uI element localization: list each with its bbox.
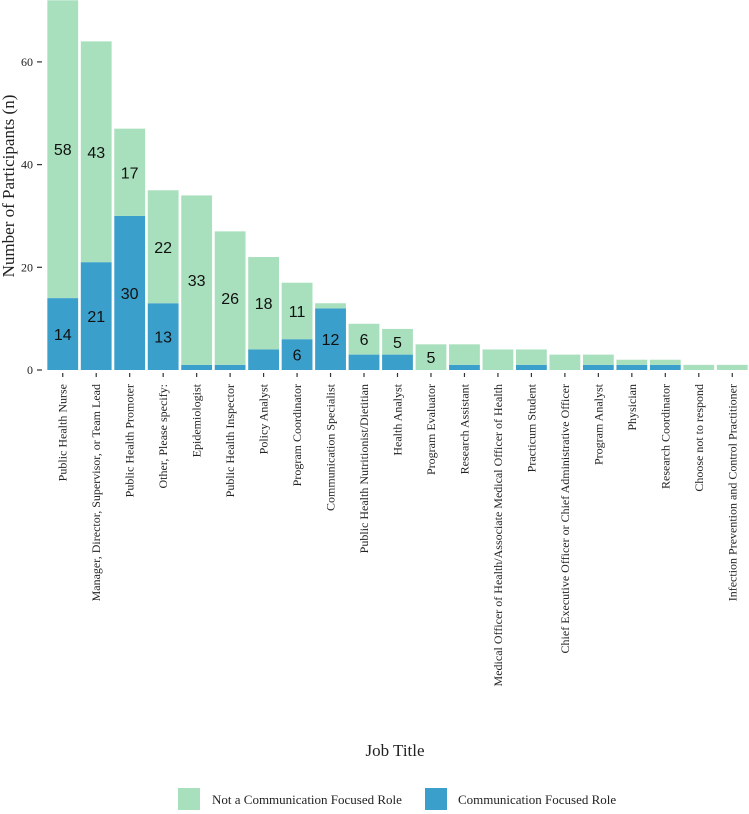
- x-tick-label: Public Health Nutritionist/Dietitian: [357, 384, 371, 553]
- bar-not-communication: [382, 328, 413, 355]
- bar-not-communication: [181, 195, 213, 365]
- y-axis-title: Number of Participants (n): [0, 95, 18, 278]
- bar-label-communication: 14: [54, 327, 72, 344]
- bar-label-not-communication: 33: [188, 273, 206, 290]
- bar-label-not-communication: 43: [87, 145, 105, 162]
- bar-label-not-communication: 26: [221, 291, 239, 308]
- x-tick-label: Medical Officer of Health/Associate Medi…: [491, 384, 505, 686]
- bar-label-not-communication: 58: [54, 142, 72, 159]
- bar-not-communication: [582, 354, 614, 365]
- bar-communication: [449, 364, 480, 370]
- x-axis: Public Health Nurse Manager, Director, Su…: [56, 373, 739, 686]
- bar-communication: [214, 364, 246, 370]
- bar-label-not-communication: 6: [360, 332, 369, 349]
- bar-not-communication: [649, 359, 681, 365]
- bar-not-communication: [315, 303, 346, 309]
- bar-not-communication: [716, 364, 748, 370]
- x-tick-label: Other, Please specify:: [156, 384, 170, 488]
- bar-not-communication: [114, 128, 146, 216]
- x-tick-label: Research Assistant: [457, 383, 471, 474]
- y-tick-label: 60: [21, 55, 33, 69]
- legend-swatch-not-communication: [178, 788, 200, 810]
- y-tick-label: 40: [21, 158, 33, 172]
- x-tick-label: Communication Specialist: [324, 383, 338, 511]
- legend-swatch-communication: [425, 788, 447, 810]
- bar-not-communication: [214, 231, 246, 365]
- bar-communication: [616, 364, 648, 370]
- x-tick-label: Practicum Student: [524, 383, 538, 472]
- bar-communication: [281, 339, 313, 370]
- bar-label-not-communication: 17: [121, 165, 139, 182]
- bar-not-communication: [449, 344, 480, 365]
- bar-label-not-communication: 22: [154, 240, 172, 257]
- legend-label-not-communication: Not a Communication Focused Role: [212, 792, 402, 807]
- legend-label-communication: Communication Focused Role: [458, 792, 616, 807]
- x-tick-label: Program Coordinator: [290, 384, 304, 486]
- bar-not-communication: [248, 257, 279, 350]
- y-tick-label: 20: [21, 260, 33, 274]
- x-tick-label: Physician: [625, 384, 639, 431]
- x-tick-label: Program Evaluator: [424, 384, 438, 475]
- bar-not-communication: [616, 359, 648, 365]
- x-tick-label: Infection Prevention and Control Practit…: [725, 384, 739, 601]
- x-tick-label: Choose not to respond: [692, 384, 706, 492]
- x-tick-label: Program Analyst: [591, 383, 605, 465]
- x-tick-label: Research Coordinator: [658, 384, 672, 489]
- y-axis: 0 20 40 60: [21, 55, 42, 377]
- bar-label-communication: 12: [322, 332, 340, 349]
- bar-not-communication: [348, 323, 380, 355]
- bar-communication: [315, 308, 346, 370]
- x-axis-title: Job Title: [365, 741, 424, 760]
- bar-label-communication: 13: [154, 330, 172, 347]
- bar-not-communication: [147, 190, 179, 304]
- bar-communication: [80, 262, 112, 370]
- bar-communication: [248, 349, 279, 370]
- bar-not-communication: [415, 344, 447, 370]
- bar-label-communication: 6: [293, 348, 302, 365]
- bar-not-communication: [47, 0, 79, 299]
- bar-communication: [348, 354, 380, 370]
- x-tick-label: Public Health Nurse: [56, 384, 70, 481]
- bar-communication: [382, 354, 413, 370]
- bar-not-communication: [683, 364, 715, 370]
- bar-label-not-communication: 18: [255, 296, 273, 313]
- bar-label-communication: 21: [87, 309, 105, 326]
- bar-label-communication: 30: [121, 286, 139, 303]
- x-tick-label: Chief Executive Officer or Chief Adminis…: [558, 384, 572, 653]
- bar-label-not-communication: 11: [289, 304, 306, 321]
- bar-communication: [516, 364, 547, 370]
- bar-not-communication: [516, 349, 547, 365]
- bar-not-communication: [281, 282, 313, 340]
- bar-label-not-communication: 5: [393, 335, 402, 352]
- bar-communication: [47, 298, 79, 370]
- bars-layer: [47, 0, 748, 370]
- bar-not-communication: [80, 41, 112, 263]
- bar-communication: [147, 303, 179, 370]
- x-tick-label: Public Health Promoter: [123, 384, 137, 497]
- x-tick-label: Public Health Inspector: [223, 384, 237, 497]
- bar-communication: [181, 364, 213, 370]
- x-tick-label: Health Analyst: [391, 383, 405, 455]
- bar-communication: [114, 215, 146, 370]
- bar-communication: [649, 364, 681, 370]
- bar-labels-layer: 14 58 21 43 30 17 13 22 33 26 18 6 11 12 6 5 5: [54, 142, 436, 367]
- bar-not-communication: [549, 354, 581, 370]
- y-tick-label: 0: [27, 363, 33, 377]
- x-tick-label: Policy Analyst: [257, 383, 271, 454]
- x-tick-label: Manager, Director, Supervisor, or Team L…: [89, 384, 103, 601]
- bar-not-communication: [482, 349, 514, 370]
- x-tick-label: Epidemiologist: [190, 383, 204, 457]
- bar-communication: [582, 364, 614, 370]
- legend: Not a Communication Focused Role Communi…: [178, 788, 616, 810]
- bar-label-not-communication: 5: [427, 350, 436, 367]
